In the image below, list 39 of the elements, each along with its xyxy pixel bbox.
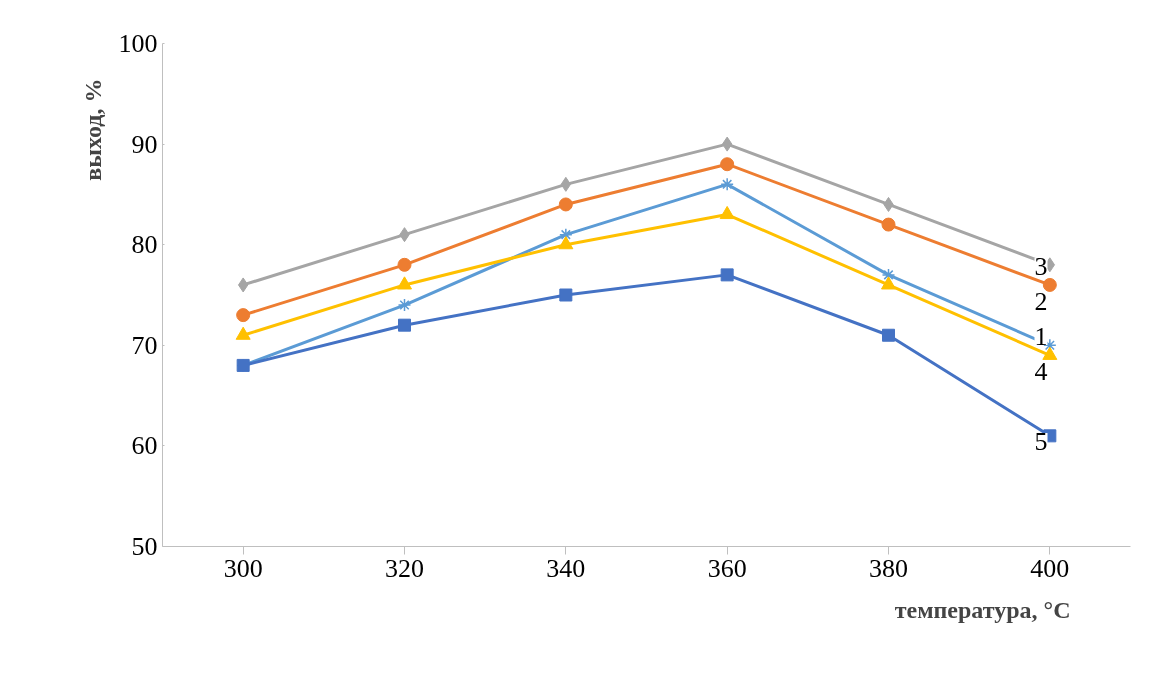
- point: [1042, 277, 1057, 292]
- x-tick-label: 360: [707, 553, 747, 583]
- annotation: 4: [1034, 357, 1048, 386]
- x-tick-label: 340: [546, 553, 586, 583]
- point: [397, 276, 412, 290]
- y-tick-label: 80: [131, 230, 158, 260]
- point: [558, 236, 574, 250]
- y-tick-label: 50: [131, 532, 158, 561]
- annotation: 3: [1034, 252, 1048, 281]
- point: [559, 288, 573, 302]
- point: [559, 227, 573, 242]
- point: [881, 217, 896, 232]
- y-tick-label: 100: [118, 29, 158, 58]
- point: [397, 298, 412, 312]
- x-tick-label: 300: [223, 553, 263, 583]
- y-tick-label: 70: [131, 330, 158, 360]
- point: [720, 157, 735, 172]
- y-tick-label: 60: [131, 431, 158, 461]
- x-axis-title: температура, °C: [894, 596, 1071, 623]
- point: [881, 268, 896, 282]
- y-tick-label: 90: [131, 129, 158, 159]
- point: [397, 257, 412, 272]
- point: [235, 326, 251, 340]
- point: [719, 205, 735, 220]
- x-tick-label: 320: [385, 553, 424, 583]
- point: [558, 197, 573, 212]
- point: [882, 328, 895, 342]
- x-tick-label: 400: [1030, 553, 1070, 583]
- x-tick-label: 380: [869, 553, 908, 583]
- point: [236, 308, 251, 323]
- point: [1042, 346, 1058, 360]
- annotation: 1: [1034, 322, 1048, 351]
- point: [398, 318, 411, 332]
- y-axis-title: выход, %: [79, 78, 106, 181]
- annotation: 2: [1034, 287, 1048, 316]
- point: [881, 276, 896, 290]
- point: [720, 268, 734, 282]
- point: [720, 177, 734, 192]
- annotation: 5: [1034, 427, 1048, 456]
